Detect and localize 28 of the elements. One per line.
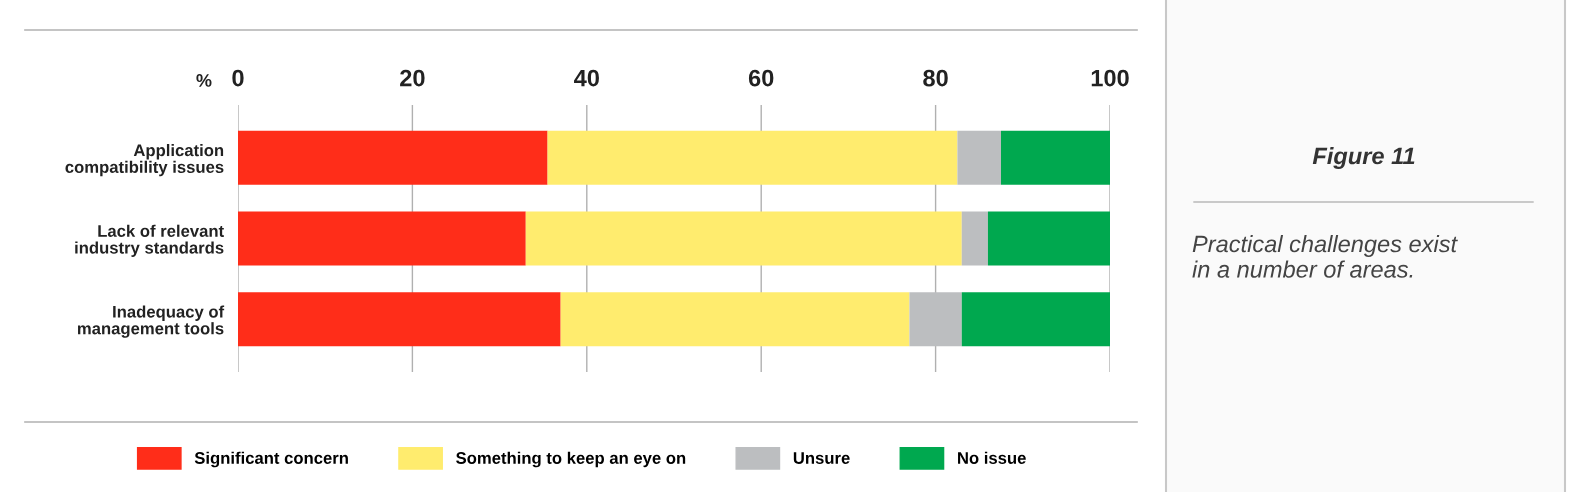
bar [961, 292, 1110, 347]
y-tick-label: Lack of relevant industry standards [75, 224, 224, 257]
x-axis-title: % [196, 74, 212, 87]
text: Practical challenges exist in a number of areas. [1192, 235, 1458, 278]
bar [547, 130, 958, 185]
x-tick-label: 80 [923, 69, 948, 87]
legend-label: Unsure [793, 452, 850, 464]
bar [1001, 130, 1110, 185]
legend-label: No issue [958, 451, 1026, 464]
bar [560, 292, 910, 347]
x-tick-label: 60 [748, 69, 774, 87]
caption: Figure 11 [1312, 147, 1415, 170]
bar [957, 130, 1001, 185]
x-tick-label: 40 [574, 69, 599, 87]
bar [961, 211, 988, 266]
x-tick-label: 100 [1091, 69, 1129, 87]
bar [238, 292, 561, 347]
bar [909, 292, 962, 347]
bar [238, 130, 548, 185]
bar [525, 211, 962, 266]
bar [987, 211, 1110, 266]
legend-label: Something to keep an eye on [456, 451, 686, 468]
y-tick-label: Application compatibility issues [65, 143, 224, 177]
x-tick-label: 20 [400, 69, 425, 87]
y-tick-label: Inadequacy of management tools [77, 305, 225, 338]
x-tick-label: 0 [232, 69, 244, 87]
legend-label: Significant concern [194, 451, 348, 468]
bar [238, 211, 526, 266]
